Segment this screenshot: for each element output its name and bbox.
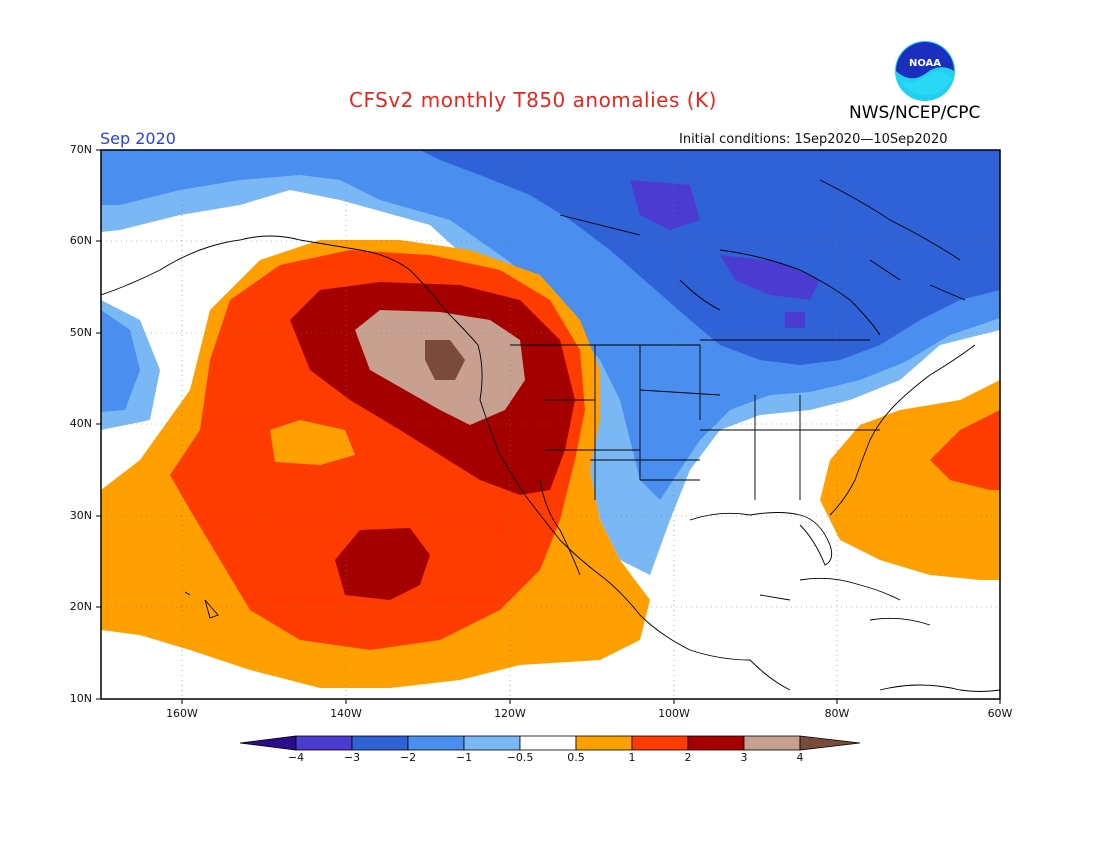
map-title: CFSv2 monthly T850 anomalies (K) — [349, 88, 717, 112]
colorbar-swatch — [295, 735, 353, 751]
colorbar-swatch — [519, 735, 577, 751]
lon-label-120w: 120W — [494, 707, 526, 720]
colorbar-tick-label: −4 — [287, 751, 305, 764]
lon-label-80w: 80W — [824, 707, 850, 720]
colorbar-tick-label: 3 — [740, 751, 748, 764]
colorbar-swatch — [575, 735, 633, 751]
cold-light-region-west — [101, 310, 140, 412]
anomaly-field — [101, 150, 1000, 699]
organization-label: NWS/NCEP/CPC — [849, 103, 981, 123]
lat-label-50n: 50N — [69, 326, 92, 339]
axis-ticks — [96, 149, 1001, 704]
colorbar-arrow-low — [239, 735, 297, 751]
colorbar-tick-label: 2 — [684, 751, 692, 764]
cold-strong-region — [630, 180, 820, 328]
colorbar-swatch — [351, 735, 409, 751]
warm-faint-inset — [270, 420, 355, 465]
lon-label-60w: 60W — [987, 707, 1013, 720]
colorbar-tick-label: 0.5 — [567, 751, 585, 764]
colorbar-tick-label: −1 — [455, 751, 473, 764]
colorbar-arrow-high — [799, 735, 861, 751]
initial-conditions-label: Initial conditions: 1Sep2020—10Sep2020 — [679, 132, 948, 147]
colorbar — [239, 735, 861, 751]
colorbar-tick-label: −0.5 — [506, 751, 534, 764]
cold-mid-region — [420, 150, 1000, 365]
lat-label-10n: 10N — [69, 692, 92, 705]
colorbar-swatch — [743, 735, 801, 751]
lat-label-30n: 30N — [69, 509, 92, 522]
lat-label-70n: 70N — [69, 143, 92, 156]
noaa-logo-icon: NOAA — [895, 41, 955, 101]
svg-text:NOAA: NOAA — [909, 58, 941, 69]
warm-light-region-atlantic — [930, 410, 1000, 490]
colorbar-tick-label: 4 — [796, 751, 804, 764]
coastlines — [101, 179, 1000, 692]
colorbar-swatch — [463, 735, 521, 751]
warm-peak-region — [425, 340, 465, 380]
colorbar-swatch — [407, 735, 465, 751]
colorbar-tick-label: 1 — [628, 751, 636, 764]
colorbar-swatch — [687, 735, 745, 751]
colorbar-swatch — [631, 735, 689, 751]
lon-label-140w: 140W — [330, 707, 362, 720]
lat-label-40n: 40N — [69, 417, 92, 430]
warm-mid-region-south — [335, 528, 430, 600]
lat-label-20n: 20N — [69, 600, 92, 613]
colorbar-tick-label: −2 — [399, 751, 417, 764]
colorbar-tick-label: −3 — [343, 751, 361, 764]
period-label: Sep 2020 — [100, 129, 176, 148]
lon-label-160w: 160W — [166, 707, 198, 720]
lon-label-100w: 100W — [658, 707, 690, 720]
lat-label-60n: 60N — [69, 234, 92, 247]
